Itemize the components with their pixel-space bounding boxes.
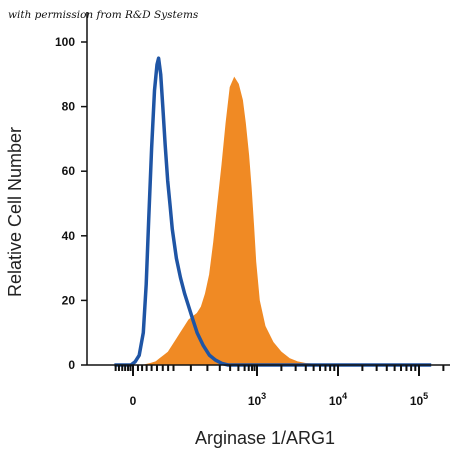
- series-filled-histogram: [136, 76, 419, 366]
- x-ticks: 0 103 104 105: [130, 365, 428, 408]
- x-axis-title: Arginase 1/ARG1: [195, 428, 335, 448]
- x-tick-label: 104: [329, 391, 347, 408]
- y-tick-label: 100: [55, 35, 75, 49]
- y-axis-title: Relative Cell Number: [5, 127, 25, 297]
- y-tick-label: 0: [68, 358, 75, 372]
- x-tick-label: 105: [410, 391, 428, 408]
- watermark-text: with permission from R&D Systems: [8, 9, 199, 21]
- y-tick-label: 40: [62, 229, 76, 243]
- x-tick-label: 0: [130, 394, 137, 408]
- y-ticks: 0 20 40 60 80 100: [55, 35, 87, 372]
- y-tick-label: 20: [62, 293, 76, 307]
- x-tick-label: 103: [248, 391, 266, 408]
- x-minor-ticks: [114, 365, 445, 371]
- plot-area: [114, 56, 432, 367]
- y-tick-label: 80: [62, 100, 76, 114]
- series-line-histogram: [114, 56, 432, 367]
- y-tick-label: 60: [62, 164, 76, 178]
